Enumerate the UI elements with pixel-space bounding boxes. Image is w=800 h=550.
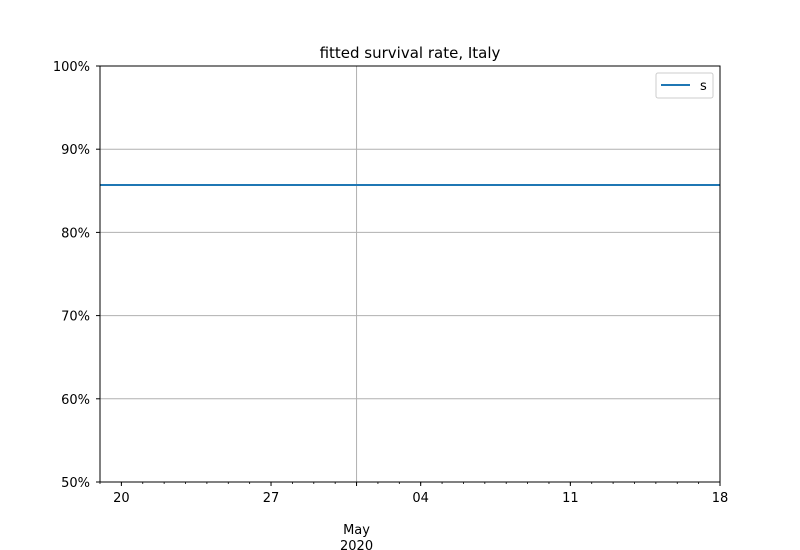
- x-month-label: May: [343, 523, 370, 538]
- y-tick-label: 90%: [61, 143, 90, 158]
- legend-label: s: [700, 79, 707, 94]
- x-tick-label: 20: [113, 491, 130, 506]
- x-tick-label: 11: [562, 491, 579, 506]
- legend: s: [655, 72, 714, 99]
- y-tick-label: 80%: [61, 226, 90, 241]
- y-tick-label: 70%: [61, 310, 90, 325]
- x-tick-label: 27: [263, 491, 280, 506]
- x-tick-label: 18: [712, 491, 729, 506]
- plot-frame: [99, 65, 721, 483]
- y-tick-label: 60%: [61, 393, 90, 408]
- chart-title: fitted survival rate, Italy: [320, 44, 501, 62]
- y-tick-label: 100%: [53, 60, 90, 75]
- x-year-label: 2020: [340, 539, 373, 550]
- grid-layer: [100, 66, 720, 482]
- y-tick-label: 50%: [61, 476, 90, 491]
- x-tick-label: 04: [412, 491, 429, 506]
